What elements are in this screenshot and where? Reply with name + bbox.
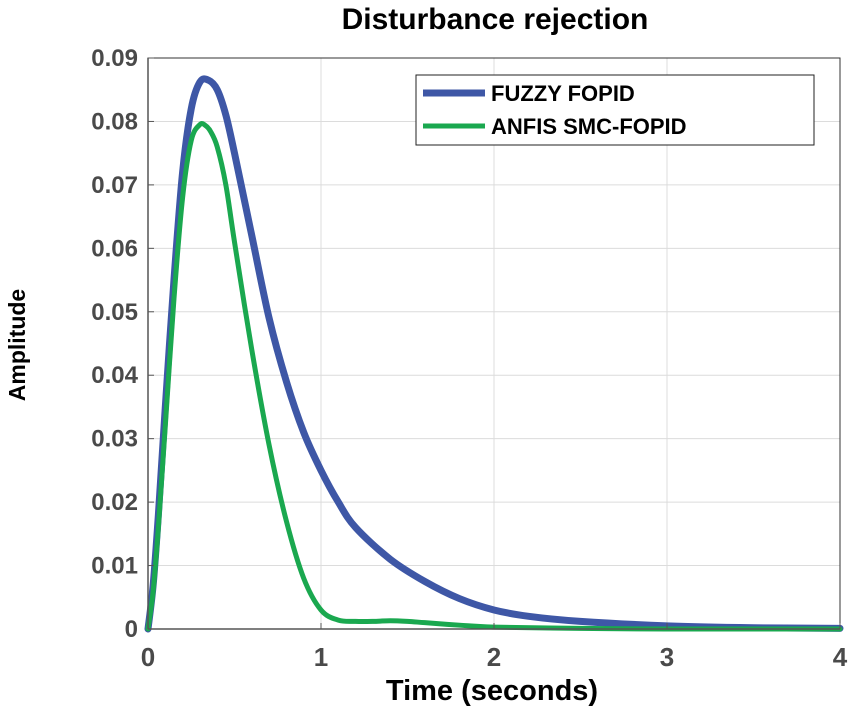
legend-entry-anfis-smc-fopid-label: ANFIS SMC-FOPID xyxy=(491,114,687,139)
x-tick-label: 1 xyxy=(314,642,328,672)
y-tick-label: 0.08 xyxy=(91,108,138,135)
x-axis-label: Time (seconds) xyxy=(386,675,598,707)
chart-title: Disturbance rejection xyxy=(342,3,649,36)
y-tick-label: 0.01 xyxy=(91,553,138,580)
y-tick-label: 0.09 xyxy=(91,45,138,72)
tick-layer: 0 0.01 0.02 0.03 0.04 0.05 0.06 0.07 0.08 0.09 0 1 2… xyxy=(91,45,847,672)
x-tick-label: 2 xyxy=(487,642,501,672)
series-line-anfis-smc-fopid xyxy=(145,120,843,632)
y-axis-label: Amplitude xyxy=(4,289,30,401)
y-tick-label: 0.07 xyxy=(91,172,138,199)
y-tick-label: 0.06 xyxy=(91,235,138,262)
y-tick-label: 0 xyxy=(125,616,138,643)
x-tick-label: 3 xyxy=(660,642,674,672)
legend: FUZZY FOPID ANFIS SMC-FOPID xyxy=(415,74,815,146)
y-tick-label: 0.02 xyxy=(91,489,138,516)
series-layer xyxy=(144,75,844,633)
y-tick-label: 0.03 xyxy=(91,426,138,453)
legend-box xyxy=(415,74,815,146)
y-tick-label: 0.04 xyxy=(91,362,138,389)
x-tick-label: 0 xyxy=(141,642,155,672)
y-tick-label: 0.05 xyxy=(91,299,138,326)
legend-entry-fuzzy-fopid-label: FUZZY FOPID xyxy=(491,81,635,106)
x-tick-label: 4 xyxy=(833,642,848,672)
